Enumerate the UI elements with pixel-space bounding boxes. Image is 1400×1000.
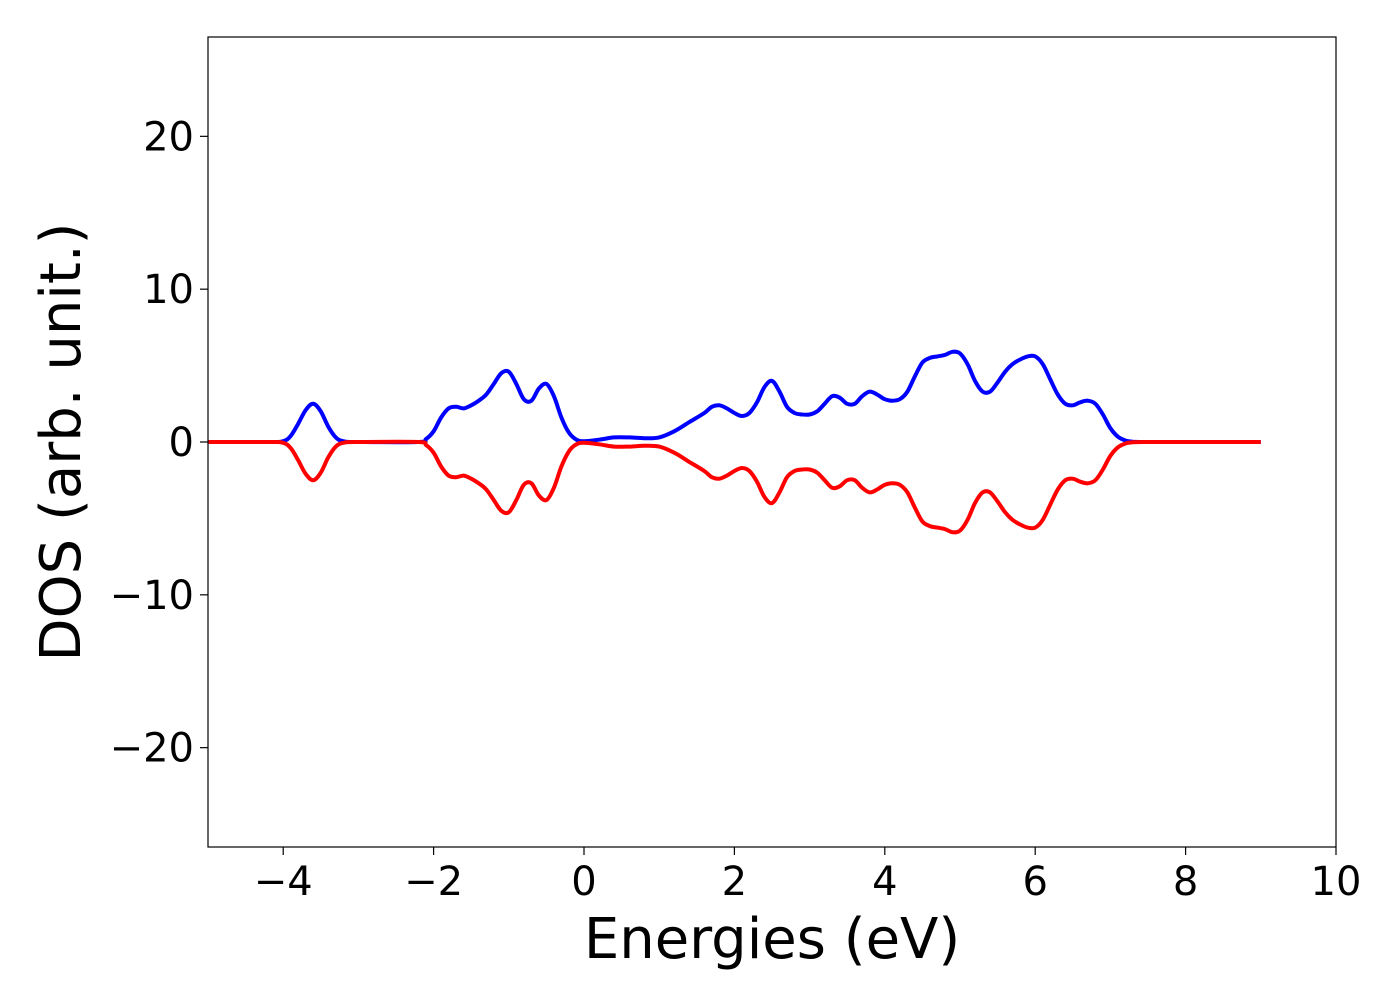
x-tick-label: 0 bbox=[571, 859, 596, 905]
x-tick-label: 2 bbox=[722, 859, 747, 905]
y-tick-label: −20 bbox=[110, 726, 194, 772]
y-axis-label: DOS (arb. unit.) bbox=[29, 222, 94, 661]
x-tick-label: 8 bbox=[1173, 859, 1198, 905]
series-layer bbox=[207, 349, 1261, 535]
series-line-spin-down bbox=[207, 439, 1261, 535]
x-tick-label: 10 bbox=[1311, 859, 1362, 905]
x-axis: −4 −2 0 2 4 6 8 10 bbox=[254, 847, 1362, 905]
y-tick-label: −10 bbox=[110, 573, 194, 619]
y-tick-label: 10 bbox=[143, 267, 194, 313]
x-axis-label: Energies (eV) bbox=[584, 907, 960, 972]
y-tick-label: 0 bbox=[169, 420, 194, 466]
x-tick-label: 4 bbox=[872, 859, 897, 905]
y-tick-label: 20 bbox=[143, 114, 194, 160]
x-tick-label: −4 bbox=[254, 859, 313, 905]
x-tick-label: 6 bbox=[1022, 859, 1047, 905]
series-line-spin-up bbox=[207, 349, 1261, 445]
y-axis: −20 −10 0 10 20 bbox=[110, 114, 208, 772]
x-tick-label: −2 bbox=[404, 859, 463, 905]
